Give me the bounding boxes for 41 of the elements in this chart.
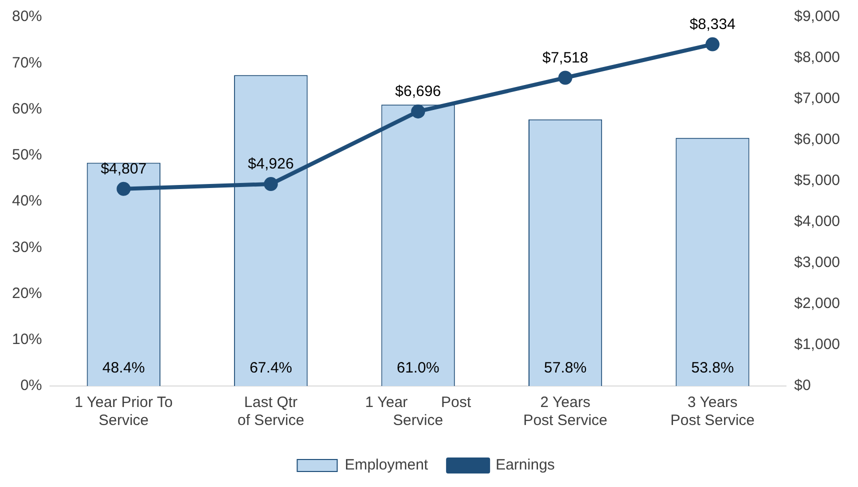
x-tick-label: 1 Year Prior To Service bbox=[74, 394, 173, 430]
legend-label: Earnings bbox=[496, 456, 555, 474]
data-label: 48.4% bbox=[102, 360, 145, 377]
y2-tick-label: $0 bbox=[794, 377, 811, 394]
y-tick-label: 70% bbox=[12, 54, 42, 72]
y-tick-label: 10% bbox=[12, 331, 42, 348]
y-tick-label: 80% bbox=[12, 8, 42, 26]
data-label: $4,807 bbox=[100, 160, 147, 178]
y-tick-label: 50% bbox=[12, 146, 42, 164]
y-tick-label: 20% bbox=[12, 284, 42, 302]
y2-tick-label: $1,000 bbox=[794, 336, 840, 354]
data-label: 57.8% bbox=[544, 360, 587, 377]
x-tick-label: Last Qtr of Service bbox=[238, 394, 304, 430]
x-tick-label: 1 Year Post Service bbox=[365, 394, 472, 430]
data-label: 61.0% bbox=[396, 360, 440, 377]
y2-tick-label: $8,000 bbox=[794, 49, 840, 66]
data-label: $4,926 bbox=[248, 156, 294, 173]
point bbox=[706, 37, 720, 52]
y-tick-label: 0% bbox=[20, 377, 42, 394]
y2-tick-label: $6,000 bbox=[794, 131, 840, 148]
point bbox=[411, 104, 426, 118]
y2-tick-label: $3,000 bbox=[794, 254, 840, 272]
x-tick-label: 2 Years Post Service bbox=[523, 394, 608, 430]
y2-tick-label: $9,000 bbox=[794, 8, 840, 26]
data-label: $6,696 bbox=[395, 83, 442, 100]
y2-tick-label: $7,000 bbox=[794, 90, 840, 108]
data-label: 53.8% bbox=[691, 360, 734, 377]
x-tick-label: 3 Years Post Service bbox=[670, 394, 755, 430]
data-label: 67.4% bbox=[250, 360, 292, 377]
data-label: $8,334 bbox=[690, 16, 736, 33]
y2-tick-label: $4,000 bbox=[794, 213, 840, 230]
y-tick-label: 30% bbox=[12, 238, 42, 256]
y-tick-label: 40% bbox=[12, 192, 42, 210]
y-tick-label: 60% bbox=[12, 100, 42, 118]
point bbox=[116, 182, 131, 196]
y2-tick-label: $5,000 bbox=[794, 172, 840, 190]
legend-label: Employment bbox=[344, 456, 429, 474]
point bbox=[558, 70, 572, 85]
y2-tick-label: $2,000 bbox=[794, 295, 840, 312]
data-label: $7,518 bbox=[542, 49, 588, 66]
point bbox=[264, 177, 278, 192]
